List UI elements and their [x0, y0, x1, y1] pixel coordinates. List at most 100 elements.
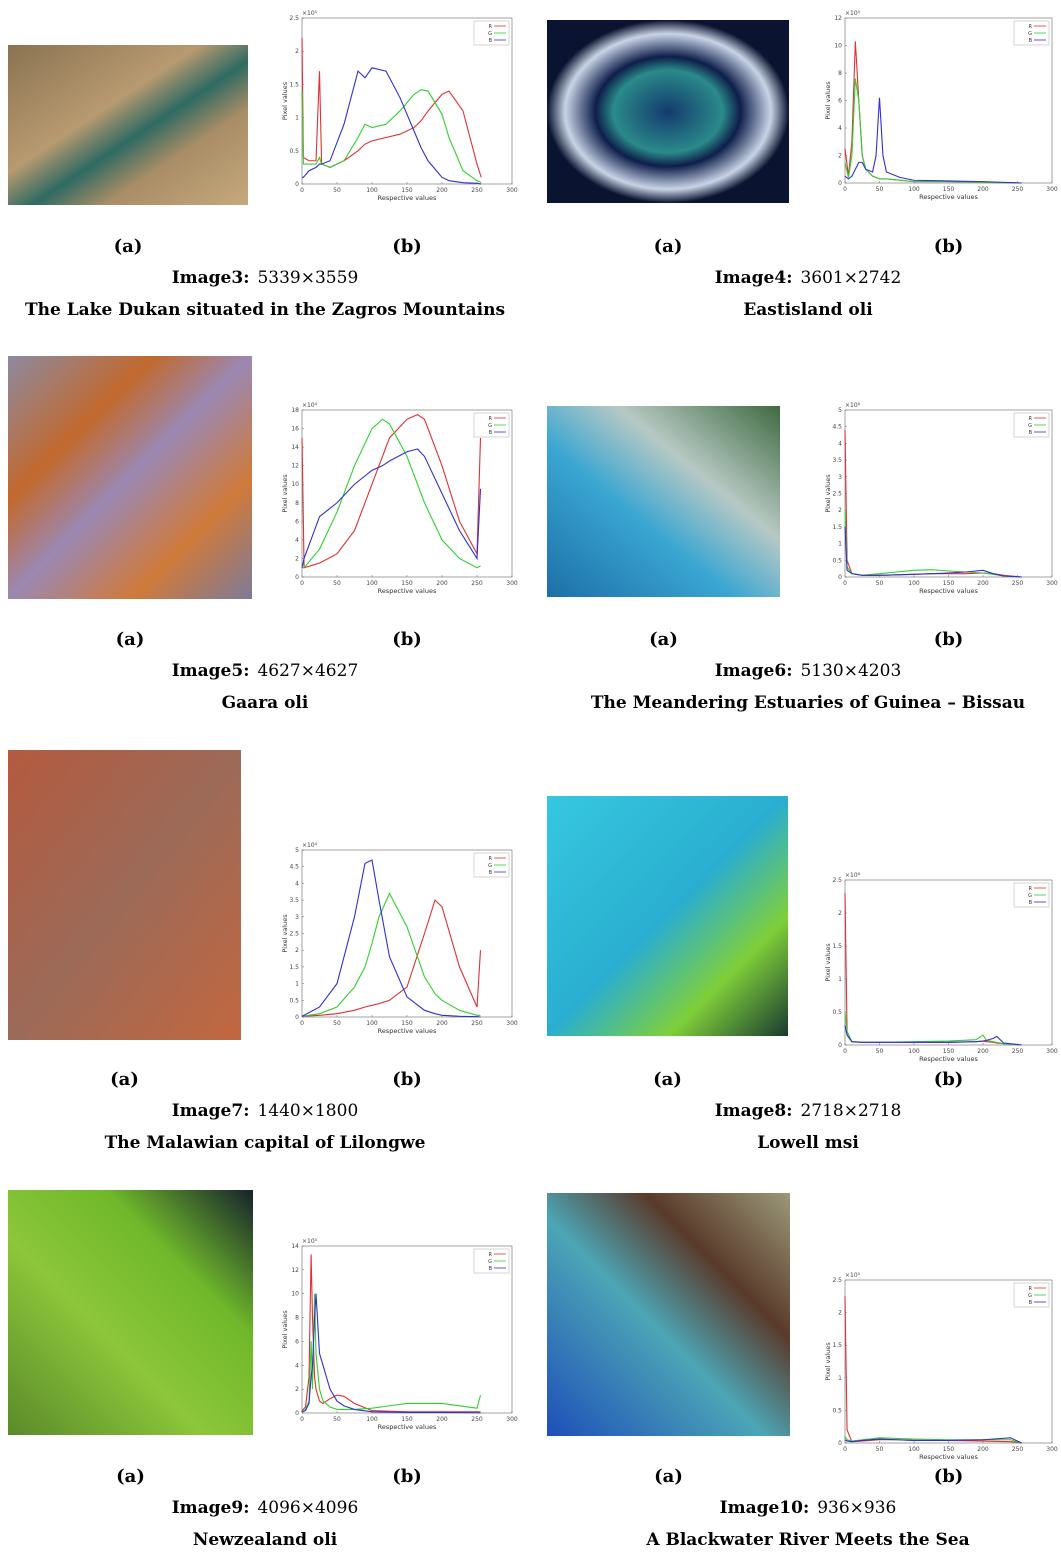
- x-tick-label: 250: [1012, 580, 1024, 587]
- caption-size: 1440×1800: [257, 1101, 358, 1121]
- x-axis-label: Respective values: [919, 1453, 978, 1461]
- caption-title: The Lake Dukan situated in the Zagros Mo…: [25, 300, 505, 320]
- y-axis-label: Pixel values: [281, 1310, 289, 1349]
- caption: Image7:1440×1800: [172, 1101, 359, 1121]
- x-tick-label: 300: [1046, 186, 1058, 193]
- x-tick-label: 50: [876, 1446, 884, 1453]
- y-tick-label: 0.5: [289, 148, 299, 155]
- sublabel: (b): [392, 236, 422, 257]
- caption: Image10:936×936: [720, 1498, 897, 1518]
- y-tick-label: 1.5: [289, 964, 299, 971]
- legend-label: G: [1028, 31, 1032, 37]
- sublabel: (a): [649, 629, 678, 650]
- y-tick-label: 12: [291, 1267, 299, 1274]
- scale-label: ×10⁶: [845, 402, 861, 409]
- y-tick-label: 0: [838, 180, 842, 187]
- sublabel: (a): [114, 236, 143, 257]
- x-tick-label: 200: [436, 1020, 448, 1027]
- x-tick-label: 0: [843, 580, 847, 587]
- x-tick-label: 200: [436, 187, 448, 194]
- y-tick-label: 3: [838, 474, 842, 481]
- x-tick-label: 0: [300, 1416, 304, 1423]
- x-tick-label: 250: [471, 1020, 483, 1027]
- caption-title: A Blackwater River Meets the Sea: [645, 1530, 969, 1550]
- legend-label: B: [1029, 38, 1033, 44]
- caption-title: Eastisland oli: [743, 300, 873, 320]
- scale-label: ×10⁵: [302, 1238, 318, 1245]
- x-tick-label: 300: [506, 580, 518, 587]
- y-tick-label: 2: [295, 1386, 299, 1393]
- y-tick-label: 4: [295, 537, 299, 544]
- caption-title: Gaara oli: [222, 693, 309, 713]
- y-tick-label: 0.5: [832, 1009, 842, 1016]
- y-tick-label: 4: [295, 1362, 299, 1369]
- sublabel: (a): [653, 1069, 682, 1090]
- scale-label: ×10⁵: [845, 10, 861, 17]
- y-tick-label: 6: [838, 98, 842, 105]
- x-axis-label: Respective values: [378, 194, 437, 202]
- sublabel: (a): [654, 236, 683, 257]
- caption-size: 5130×4203: [800, 661, 901, 681]
- legend-label: G: [488, 31, 492, 37]
- y-axis-label: Pixel values: [281, 81, 289, 120]
- x-tick-label: 50: [333, 1416, 341, 1423]
- scale-label: ×10⁵: [845, 1272, 861, 1279]
- caption-title: The Malawian capital of Lilongwe: [105, 1133, 426, 1153]
- x-tick-label: 250: [471, 580, 483, 587]
- y-tick-label: 4: [295, 880, 299, 887]
- y-tick-label: 0: [838, 1042, 842, 1049]
- x-tick-label: 150: [943, 186, 955, 193]
- sublabel: (a): [110, 1069, 139, 1090]
- x-tick-label: 300: [506, 1020, 518, 1027]
- sublabel: (a): [116, 629, 145, 650]
- y-tick-label: 2.5: [832, 1277, 842, 1284]
- x-tick-label: 200: [977, 1048, 989, 1055]
- y-tick-label: 1: [838, 976, 842, 983]
- sublabel: (a): [116, 1466, 145, 1487]
- y-tick-label: 1: [295, 115, 299, 122]
- caption-size: 3601×2742: [800, 268, 901, 288]
- y-tick-label: 14: [291, 1243, 299, 1250]
- x-tick-label: 100: [908, 1446, 920, 1453]
- caption-title: The Meandering Estuaries of Guinea – Bis…: [591, 693, 1025, 713]
- satellite-image: [547, 1193, 790, 1436]
- legend-label: R: [1029, 24, 1033, 30]
- legend-label: R: [1029, 416, 1033, 422]
- y-tick-label: 5: [838, 407, 842, 414]
- y-tick-label: 2.5: [289, 15, 299, 22]
- satellite-image: [547, 796, 788, 1036]
- x-axis-label: Respective values: [919, 193, 978, 201]
- figure: (a) (b) Image3:5339×3559 The Lake Dukan sit…: [0, 0, 1061, 1558]
- x-tick-label: 0: [300, 1020, 304, 1027]
- x-tick-label: 300: [1046, 1048, 1058, 1055]
- y-tick-label: 1: [838, 541, 842, 548]
- y-axis-label: Pixel values: [824, 474, 832, 513]
- legend-label: G: [488, 863, 492, 869]
- caption: Image3:5339×3559: [172, 268, 359, 288]
- x-tick-label: 0: [843, 186, 847, 193]
- y-tick-label: 1.5: [832, 943, 842, 950]
- x-tick-label: 100: [908, 186, 920, 193]
- caption-size: 4627×4627: [257, 661, 358, 681]
- x-tick-label: 250: [471, 187, 483, 194]
- sublabel: (b): [934, 1069, 964, 1090]
- x-tick-label: 100: [366, 580, 378, 587]
- caption-size: 936×936: [817, 1498, 896, 1518]
- legend-label: R: [489, 856, 493, 862]
- x-tick-label: 50: [876, 186, 884, 193]
- y-tick-label: 2: [838, 507, 842, 514]
- scale-label: ×10⁵: [302, 10, 318, 17]
- x-axis-label: Respective values: [919, 1055, 978, 1063]
- y-tick-label: 6: [295, 1338, 299, 1345]
- satellite-image: [547, 20, 789, 203]
- y-tick-label: 2: [838, 1310, 842, 1317]
- x-tick-label: 150: [943, 1048, 955, 1055]
- x-tick-label: 50: [333, 1020, 341, 1027]
- x-tick-label: 100: [366, 1020, 378, 1027]
- caption: Image9:4096×4096: [172, 1498, 359, 1518]
- x-tick-label: 0: [300, 187, 304, 194]
- y-tick-label: 1.5: [832, 524, 842, 531]
- caption-image: Image6:: [715, 661, 793, 681]
- legend-label: R: [489, 24, 493, 30]
- x-tick-label: 300: [506, 1416, 518, 1423]
